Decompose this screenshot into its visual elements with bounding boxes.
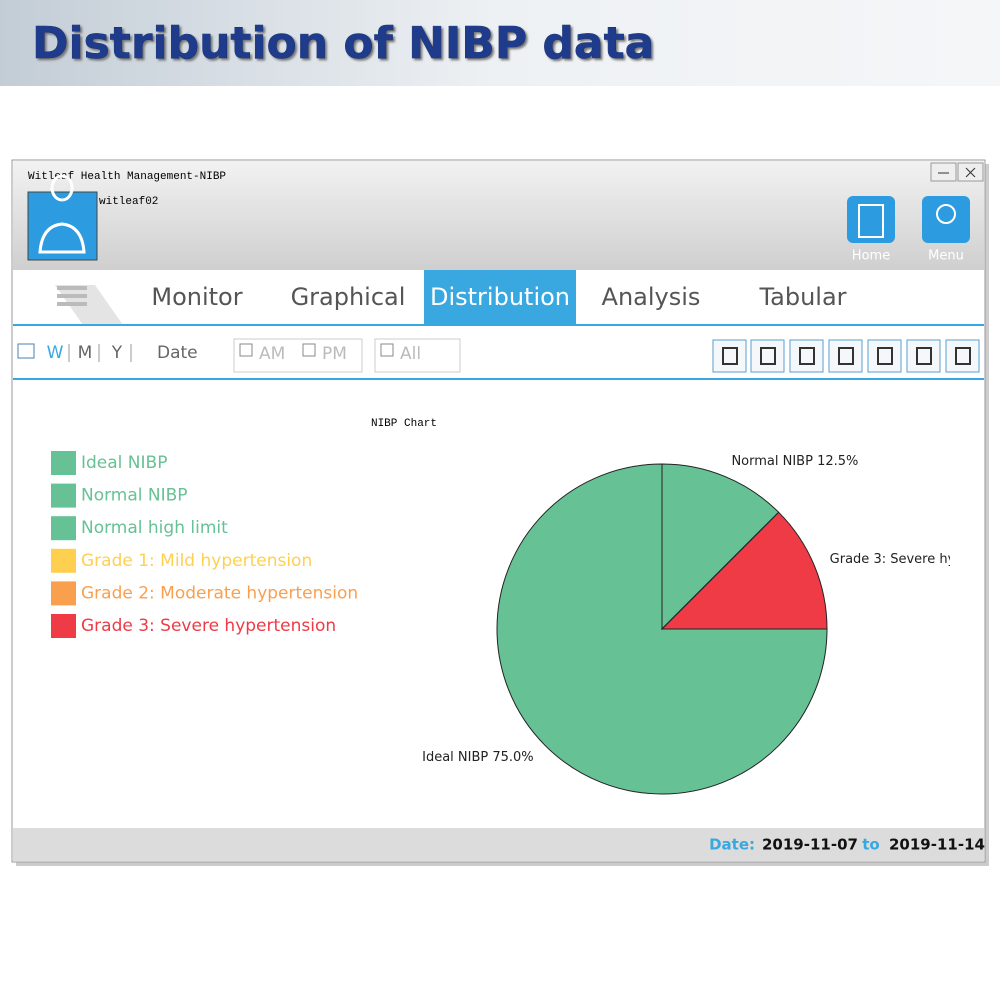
tool-button[interactable] [750,339,785,373]
period-option[interactable]: M [78,343,93,363]
all-label[interactable]: All [400,344,421,364]
legend-label: Grade 3: Severe hypertension [81,616,336,636]
footer [13,828,984,861]
legend-label: Grade 1: Mild hypertension [81,551,312,571]
menu-label[interactable]: Menu [928,249,964,264]
close-icon [965,167,976,178]
home-label[interactable]: Home [852,249,890,264]
header-band [0,0,1000,86]
calendar-icon[interactable] [17,343,35,359]
tab[interactable]: Distribution [430,283,570,311]
period-option[interactable]: W [47,343,64,363]
pie-slice [661,463,780,631]
pm-checkbox[interactable] [302,343,316,357]
tool-button[interactable] [906,339,941,373]
tool-glyph [760,347,776,365]
window-title: Witleaf Health Management-NIBP [28,171,226,183]
legend-swatch [51,614,76,638]
legend-swatch [51,548,76,573]
tool-glyph [916,347,932,365]
hamburger [57,286,87,306]
am-label[interactable]: AM [259,344,285,364]
avatar-icon [38,174,86,254]
time-box [233,338,363,373]
legend-label: Grade 2: Moderate hypertension [81,583,358,603]
tab[interactable]: Monitor [151,283,242,311]
pie-slice [496,463,828,795]
legend-swatch [51,451,76,475]
tool-button[interactable] [828,339,863,373]
tool-button[interactable] [867,339,902,373]
slice-label: Normal NIBP 12.5% [731,454,858,469]
chart-title: NIBP Chart [371,418,437,430]
home-icon[interactable] [847,196,895,243]
tab[interactable]: Tabular [758,283,846,311]
am-checkbox[interactable] [239,343,253,357]
legend-label: Normal high limit [81,518,228,538]
legend-swatch [51,516,76,541]
tool-button[interactable] [945,339,980,373]
tab[interactable]: Analysis [602,283,701,311]
date-label: Date [157,343,198,363]
window-header [13,161,984,270]
footer-date-label: Date: [709,836,755,854]
menu-icon[interactable] [922,196,970,243]
legend-swatch [51,581,76,606]
tool-glyph [877,347,893,365]
legend-label: Normal NIBP [81,486,188,506]
home-glyph [858,204,884,238]
footer-from: 2019-11-07 [762,836,858,854]
pm-label[interactable]: PM [322,344,347,364]
tool-glyph [799,347,815,365]
tab[interactable]: Graphical [291,283,406,311]
tool-glyph [955,347,971,365]
menu-glyph [936,204,956,224]
period-option[interactable]: Y [111,343,123,363]
user-name: witleaf02 [99,196,158,208]
footer-to-label: to [862,836,879,854]
all-checkbox[interactable] [380,343,394,357]
page-title: Distribution of NIBP data [32,18,654,69]
tool-glyph [722,347,738,365]
footer-to: 2019-11-14 [889,836,985,854]
minimize-button[interactable] [930,162,957,182]
active-tab [424,270,576,325]
avatar [27,191,98,261]
tool-button[interactable] [789,339,824,373]
legend-label: Ideal NIBP [81,453,167,473]
pie-slice [660,511,828,630]
tool-glyph [838,347,854,365]
legend-swatch [51,483,76,508]
slice-label: Grade 3: Severe hypertension 12.5% [830,552,1000,567]
slice-label: Ideal NIBP 75.0% [422,750,534,765]
tool-button[interactable] [712,339,747,373]
